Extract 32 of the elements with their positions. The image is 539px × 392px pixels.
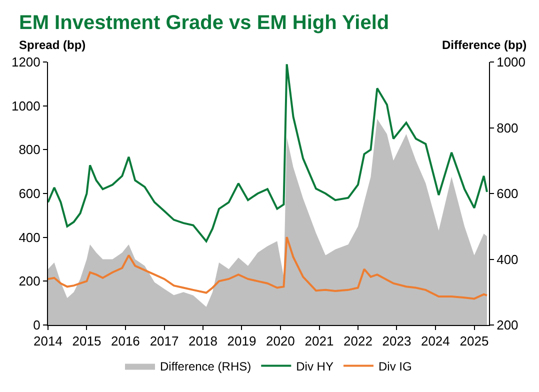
chart-title: EM Investment Grade vs EM High Yield: [19, 12, 390, 34]
y2-tick-label: 600: [496, 186, 518, 202]
y2-tick-label: 1000: [496, 54, 526, 70]
y2-tick-label: 800: [496, 120, 518, 136]
y-tick-label: 800: [18, 142, 40, 158]
x-tick-label: 2019: [227, 334, 256, 349]
y2-tick-label: 200: [496, 318, 518, 333]
y-tick-label: 200: [18, 274, 40, 289]
line-series: [48, 63, 488, 242]
legend-label: Div HY: [296, 359, 334, 374]
y-tick-label: 1200: [11, 54, 40, 70]
legend-label: Difference (RHS): [160, 359, 252, 374]
x-tick-label: 2023: [382, 334, 412, 349]
x-tick-label: 2020: [266, 334, 295, 349]
y-tick-label: 400: [18, 230, 40, 245]
x-tick-label: 2018: [188, 334, 218, 349]
y-tick-label: 0: [33, 318, 40, 333]
x-tick-label: 2014: [34, 334, 62, 349]
x-tick-label: 2024: [420, 334, 450, 349]
y2-tick-label: 400: [496, 252, 518, 267]
line-series: [48, 236, 488, 300]
y2-axis-title: Difference (bp): [442, 38, 527, 52]
x-tick-label: 2021: [304, 334, 334, 349]
x-tick-label: 2017: [150, 334, 179, 349]
x-tick-label: 2015: [72, 334, 102, 349]
x-tick-label: 2016: [110, 334, 140, 349]
x-tick-label: 2022: [344, 334, 372, 349]
y-tick-label: 600: [18, 186, 40, 202]
y-axis-title: Spread (bp): [19, 38, 86, 52]
y-tick-label: 1000: [11, 98, 40, 114]
legend-label: Div IG: [378, 359, 412, 374]
x-tick-label: 2025: [460, 334, 489, 349]
